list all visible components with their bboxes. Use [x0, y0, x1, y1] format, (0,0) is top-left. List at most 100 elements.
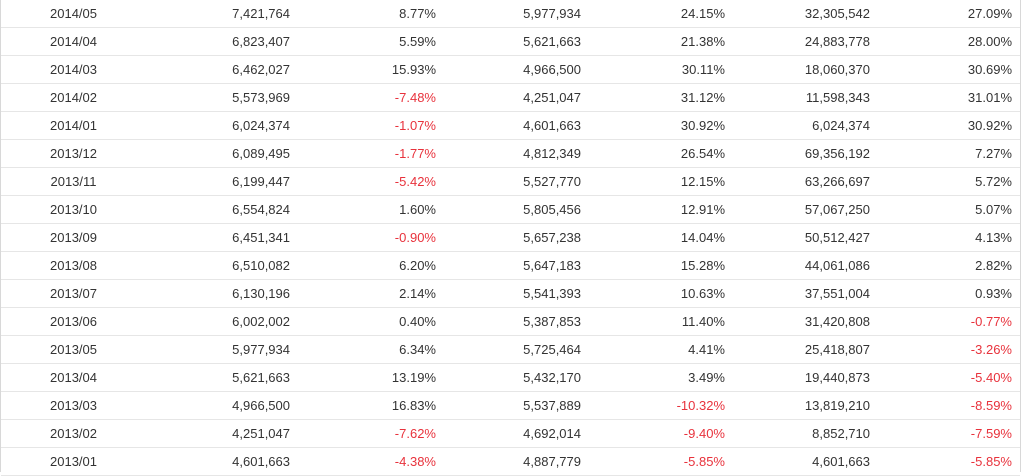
value-cell: 4,251,047: [436, 83, 581, 113]
value-cell: 5.59%: [290, 27, 436, 57]
value-cell: 37,551,004: [725, 279, 870, 309]
value-cell: 31,420,808: [725, 307, 870, 337]
table-row: 2014/04 6,823,407 5.59% 5,621,663 21.38% 24,8…: [1, 27, 1020, 57]
period-cell: 2013/06: [1, 307, 146, 337]
value-cell: 2.14%: [290, 279, 436, 309]
value-cell: 15.93%: [290, 55, 436, 85]
value-cell: 31.01%: [870, 83, 1020, 113]
table-row: 2014/03 6,462,027 15.93% 4,966,500 30.11% 18,…: [1, 55, 1020, 85]
value-cell: 6.20%: [290, 251, 436, 281]
table-row: 2013/03 4,966,500 16.83% 5,537,889 -10.32% 13…: [1, 391, 1020, 421]
value-cell: 4,966,500: [146, 391, 290, 421]
value-cell: 30.92%: [581, 111, 725, 141]
value-cell: 24,883,778: [725, 27, 870, 57]
value-cell: 5,541,393: [436, 279, 581, 309]
value-cell: 5,432,170: [436, 363, 581, 393]
period-cell: 2014/01: [1, 111, 146, 141]
period-cell: 2013/10: [1, 195, 146, 225]
value-cell: 0.93%: [870, 279, 1020, 309]
value-cell: 6,199,447: [146, 167, 290, 197]
value-cell: 7.27%: [870, 139, 1020, 169]
value-cell: -8.59%: [870, 391, 1020, 421]
period-cell: 2014/03: [1, 55, 146, 85]
value-cell: 6,510,082: [146, 251, 290, 281]
value-cell: 28.00%: [870, 27, 1020, 57]
value-cell: 5,387,853: [436, 307, 581, 337]
table-row: 2014/01 6,024,374 -1.07% 4,601,663 30.92% 6,0…: [1, 111, 1020, 141]
period-cell: 2014/02: [1, 83, 146, 113]
value-cell: 4,601,663: [725, 447, 870, 476]
value-cell: 14.04%: [581, 223, 725, 253]
table-row: 2013/05 5,977,934 6.34% 5,725,464 4.41% 25,41…: [1, 335, 1020, 365]
value-cell: 11.40%: [581, 307, 725, 337]
table-row: 2014/02 5,573,969 -7.48% 4,251,047 31.12% 11,…: [1, 83, 1020, 113]
value-cell: 16.83%: [290, 391, 436, 421]
value-cell: 26.54%: [581, 139, 725, 169]
value-cell: 6,130,196: [146, 279, 290, 309]
value-cell: 3.49%: [581, 363, 725, 393]
value-cell: -0.77%: [870, 307, 1020, 337]
value-cell: 5,977,934: [436, 0, 581, 29]
value-cell: 6,823,407: [146, 27, 290, 57]
value-cell: 12.91%: [581, 195, 725, 225]
value-cell: 4.13%: [870, 223, 1020, 253]
value-cell: 18,060,370: [725, 55, 870, 85]
value-cell: 5,657,238: [436, 223, 581, 253]
period-cell: 2013/03: [1, 391, 146, 421]
period-cell: 2013/09: [1, 223, 146, 253]
value-cell: 32,305,542: [725, 0, 870, 29]
value-cell: 6,451,341: [146, 223, 290, 253]
value-cell: 5.72%: [870, 167, 1020, 197]
table-row: 2013/02 4,251,047 -7.62% 4,692,014 -9.40% 8,8…: [1, 419, 1020, 449]
value-cell: 5,621,663: [146, 363, 290, 393]
table-row: 2013/09 6,451,341 -0.90% 5,657,238 14.04% 50,…: [1, 223, 1020, 253]
value-cell: 7,421,764: [146, 0, 290, 29]
table-row: 2013/08 6,510,082 6.20% 5,647,183 15.28% 44,0…: [1, 251, 1020, 281]
value-cell: 57,067,250: [725, 195, 870, 225]
value-cell: 5,977,934: [146, 335, 290, 365]
value-cell: -7.48%: [290, 83, 436, 113]
value-cell: 4,812,349: [436, 139, 581, 169]
value-cell: 44,061,086: [725, 251, 870, 281]
value-cell: 50,512,427: [725, 223, 870, 253]
value-cell: 4,887,779: [436, 447, 581, 476]
value-cell: 30.69%: [870, 55, 1020, 85]
value-cell: 1.60%: [290, 195, 436, 225]
value-cell: -1.77%: [290, 139, 436, 169]
value-cell: -1.07%: [290, 111, 436, 141]
value-cell: 30.11%: [581, 55, 725, 85]
period-cell: 2013/04: [1, 363, 146, 393]
value-cell: 4,692,014: [436, 419, 581, 449]
value-cell: 6,462,027: [146, 55, 290, 85]
value-cell: -5.42%: [290, 167, 436, 197]
value-cell: 6,024,374: [146, 111, 290, 141]
value-cell: 5,621,663: [436, 27, 581, 57]
value-cell: 4.41%: [581, 335, 725, 365]
value-cell: 5,805,456: [436, 195, 581, 225]
value-cell: 15.28%: [581, 251, 725, 281]
table-row: 2013/04 5,621,663 13.19% 5,432,170 3.49% 19,4…: [1, 363, 1020, 393]
value-cell: 69,356,192: [725, 139, 870, 169]
value-cell: 6,554,824: [146, 195, 290, 225]
value-cell: 30.92%: [870, 111, 1020, 141]
value-cell: -0.90%: [290, 223, 436, 253]
value-cell: 6,002,002: [146, 307, 290, 337]
value-cell: 24.15%: [581, 0, 725, 29]
value-cell: 4,966,500: [436, 55, 581, 85]
period-cell: 2013/08: [1, 251, 146, 281]
value-cell: 12.15%: [581, 167, 725, 197]
table-row: 2014/05 7,421,764 8.77% 5,977,934 24.15% 32,3…: [1, 0, 1020, 29]
value-cell: 10.63%: [581, 279, 725, 309]
value-cell: 19,440,873: [725, 363, 870, 393]
value-cell: -5.40%: [870, 363, 1020, 393]
value-cell: 13,819,210: [725, 391, 870, 421]
value-cell: -7.62%: [290, 419, 436, 449]
value-cell: 5,573,969: [146, 83, 290, 113]
value-cell: -3.26%: [870, 335, 1020, 365]
table-row: 2013/06 6,002,002 0.40% 5,387,853 11.40% 31,4…: [1, 307, 1020, 337]
period-cell: 2013/11: [1, 167, 146, 197]
value-cell: 6,024,374: [725, 111, 870, 141]
